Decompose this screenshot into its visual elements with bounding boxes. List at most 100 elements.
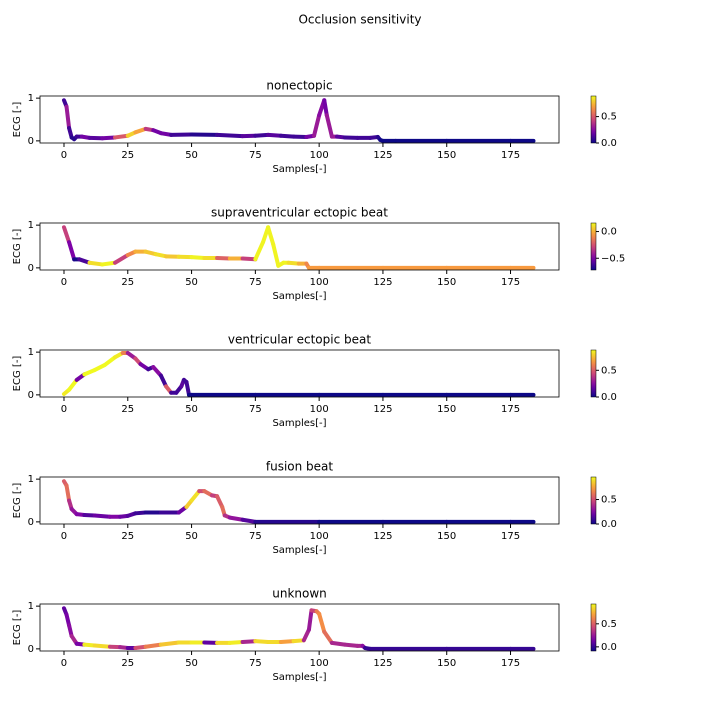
y-axis-label: ECG [-] <box>12 356 23 392</box>
x-tick-label: 175 <box>501 277 520 288</box>
x-tick-label: 150 <box>437 150 456 161</box>
x-tick-label: 175 <box>501 531 520 542</box>
line-segment <box>240 639 258 645</box>
line-segment <box>102 355 118 367</box>
y-tick-label: 1 <box>28 220 34 231</box>
ecg-line <box>61 350 536 397</box>
colorbar-tick-label: −0.5 <box>601 253 625 264</box>
axes-frame <box>39 603 560 652</box>
x-tick-label: 100 <box>310 658 329 669</box>
x-tick-label: 0 <box>61 404 67 415</box>
y-axis-label: ECG [-] <box>12 229 23 265</box>
line-segment <box>322 629 334 645</box>
x-tick-label: 125 <box>373 150 392 161</box>
x-tick-label: 175 <box>501 658 520 669</box>
subplot-title: ventricular ectopic beat <box>228 333 371 347</box>
colorbar-tick-label: 0.0 <box>601 519 617 530</box>
x-tick-label: 75 <box>249 404 262 415</box>
line-segment <box>158 640 181 647</box>
colorbar-tick-label: 0.5 <box>601 619 617 630</box>
ecg-line <box>61 479 536 524</box>
y-axis-label: ECG [-] <box>12 483 23 519</box>
colorbar <box>590 95 597 144</box>
line-segment <box>100 260 118 267</box>
axes-frame <box>39 95 560 144</box>
x-tick-label: 50 <box>185 150 198 161</box>
colorbar <box>590 349 597 398</box>
line-segment <box>278 133 296 139</box>
x-tick-label: 50 <box>185 658 198 669</box>
line-segment <box>227 515 245 522</box>
ecg-line <box>61 606 536 651</box>
line-segment <box>184 380 192 397</box>
x-tick-label: 0 <box>61 531 67 542</box>
x-tick-label: 125 <box>373 658 392 669</box>
line-segment <box>215 132 245 139</box>
ecg-line <box>61 225 536 270</box>
colorbar-tick-label: 0.0 <box>601 642 617 653</box>
x-tick-label: 150 <box>437 277 456 288</box>
y-tick-label: 0 <box>28 644 34 655</box>
line-segment <box>64 104 72 131</box>
x-tick-label: 75 <box>249 658 262 669</box>
y-tick-label: 0 <box>28 390 34 401</box>
x-axis-label: Samples[-] <box>272 672 326 683</box>
x-tick-label: 25 <box>121 658 134 669</box>
y-axis-label: ECG [-] <box>12 610 23 646</box>
y-tick-label: 0 <box>28 136 34 147</box>
x-tick-label: 0 <box>61 150 67 161</box>
subplot-title: nonectopic <box>266 79 332 93</box>
x-tick-label: 25 <box>121 531 134 542</box>
x-axis-label: Samples[-] <box>272 291 326 302</box>
subplot-title: supraventricular ectopic beat <box>211 206 388 220</box>
line-segment <box>67 377 79 392</box>
x-tick-label: 175 <box>501 404 520 415</box>
subplot-title: unknown <box>272 587 327 601</box>
x-tick-label: 75 <box>249 150 262 161</box>
colorbar <box>590 476 597 525</box>
y-tick-label: 1 <box>28 474 34 485</box>
colorbar <box>590 222 597 271</box>
line-segment <box>227 640 245 645</box>
y-axis-label: ECG [-] <box>12 102 23 138</box>
x-tick-label: 50 <box>185 404 198 415</box>
line-segment <box>342 642 360 648</box>
x-tick-label: 100 <box>310 277 329 288</box>
colorbar-tick-label: 0.0 <box>601 227 617 238</box>
line-segment <box>100 135 118 141</box>
x-tick-label: 125 <box>373 531 392 542</box>
colorbar-tick-label: 0.5 <box>601 112 617 123</box>
line-segment <box>306 608 314 632</box>
line-segment <box>317 611 327 634</box>
line-segment <box>278 639 296 645</box>
x-tick-label: 125 <box>373 404 392 415</box>
figure-title: Occlusion sensitivity <box>298 13 421 27</box>
x-tick-label: 25 <box>121 404 134 415</box>
y-tick-label: 1 <box>28 93 34 104</box>
x-tick-label: 100 <box>310 404 329 415</box>
line-segment <box>113 133 130 140</box>
line-segment <box>92 513 112 519</box>
y-tick-label: 1 <box>28 347 34 358</box>
x-tick-label: 125 <box>373 277 392 288</box>
line-segment <box>266 225 276 247</box>
x-tick-label: 150 <box>437 404 456 415</box>
colorbar-tick-label: 0.0 <box>601 138 617 149</box>
line-segment <box>67 240 77 262</box>
line-segment <box>266 132 283 138</box>
x-tick-label: 75 <box>249 531 262 542</box>
line-segment <box>113 253 130 265</box>
y-tick-label: 0 <box>28 517 34 528</box>
x-tick-label: 150 <box>437 658 456 669</box>
ecg-line <box>61 98 536 143</box>
axes-frame <box>39 476 560 525</box>
colorbar-tick-label: 0.5 <box>601 365 617 376</box>
line-segment <box>143 642 163 649</box>
axes-frame <box>39 222 560 271</box>
x-axis-label: Samples[-] <box>272 418 326 429</box>
line-segment <box>253 132 271 138</box>
axes-frame <box>39 349 560 398</box>
x-tick-label: 150 <box>437 531 456 542</box>
x-axis-label: Samples[-] <box>272 545 326 556</box>
